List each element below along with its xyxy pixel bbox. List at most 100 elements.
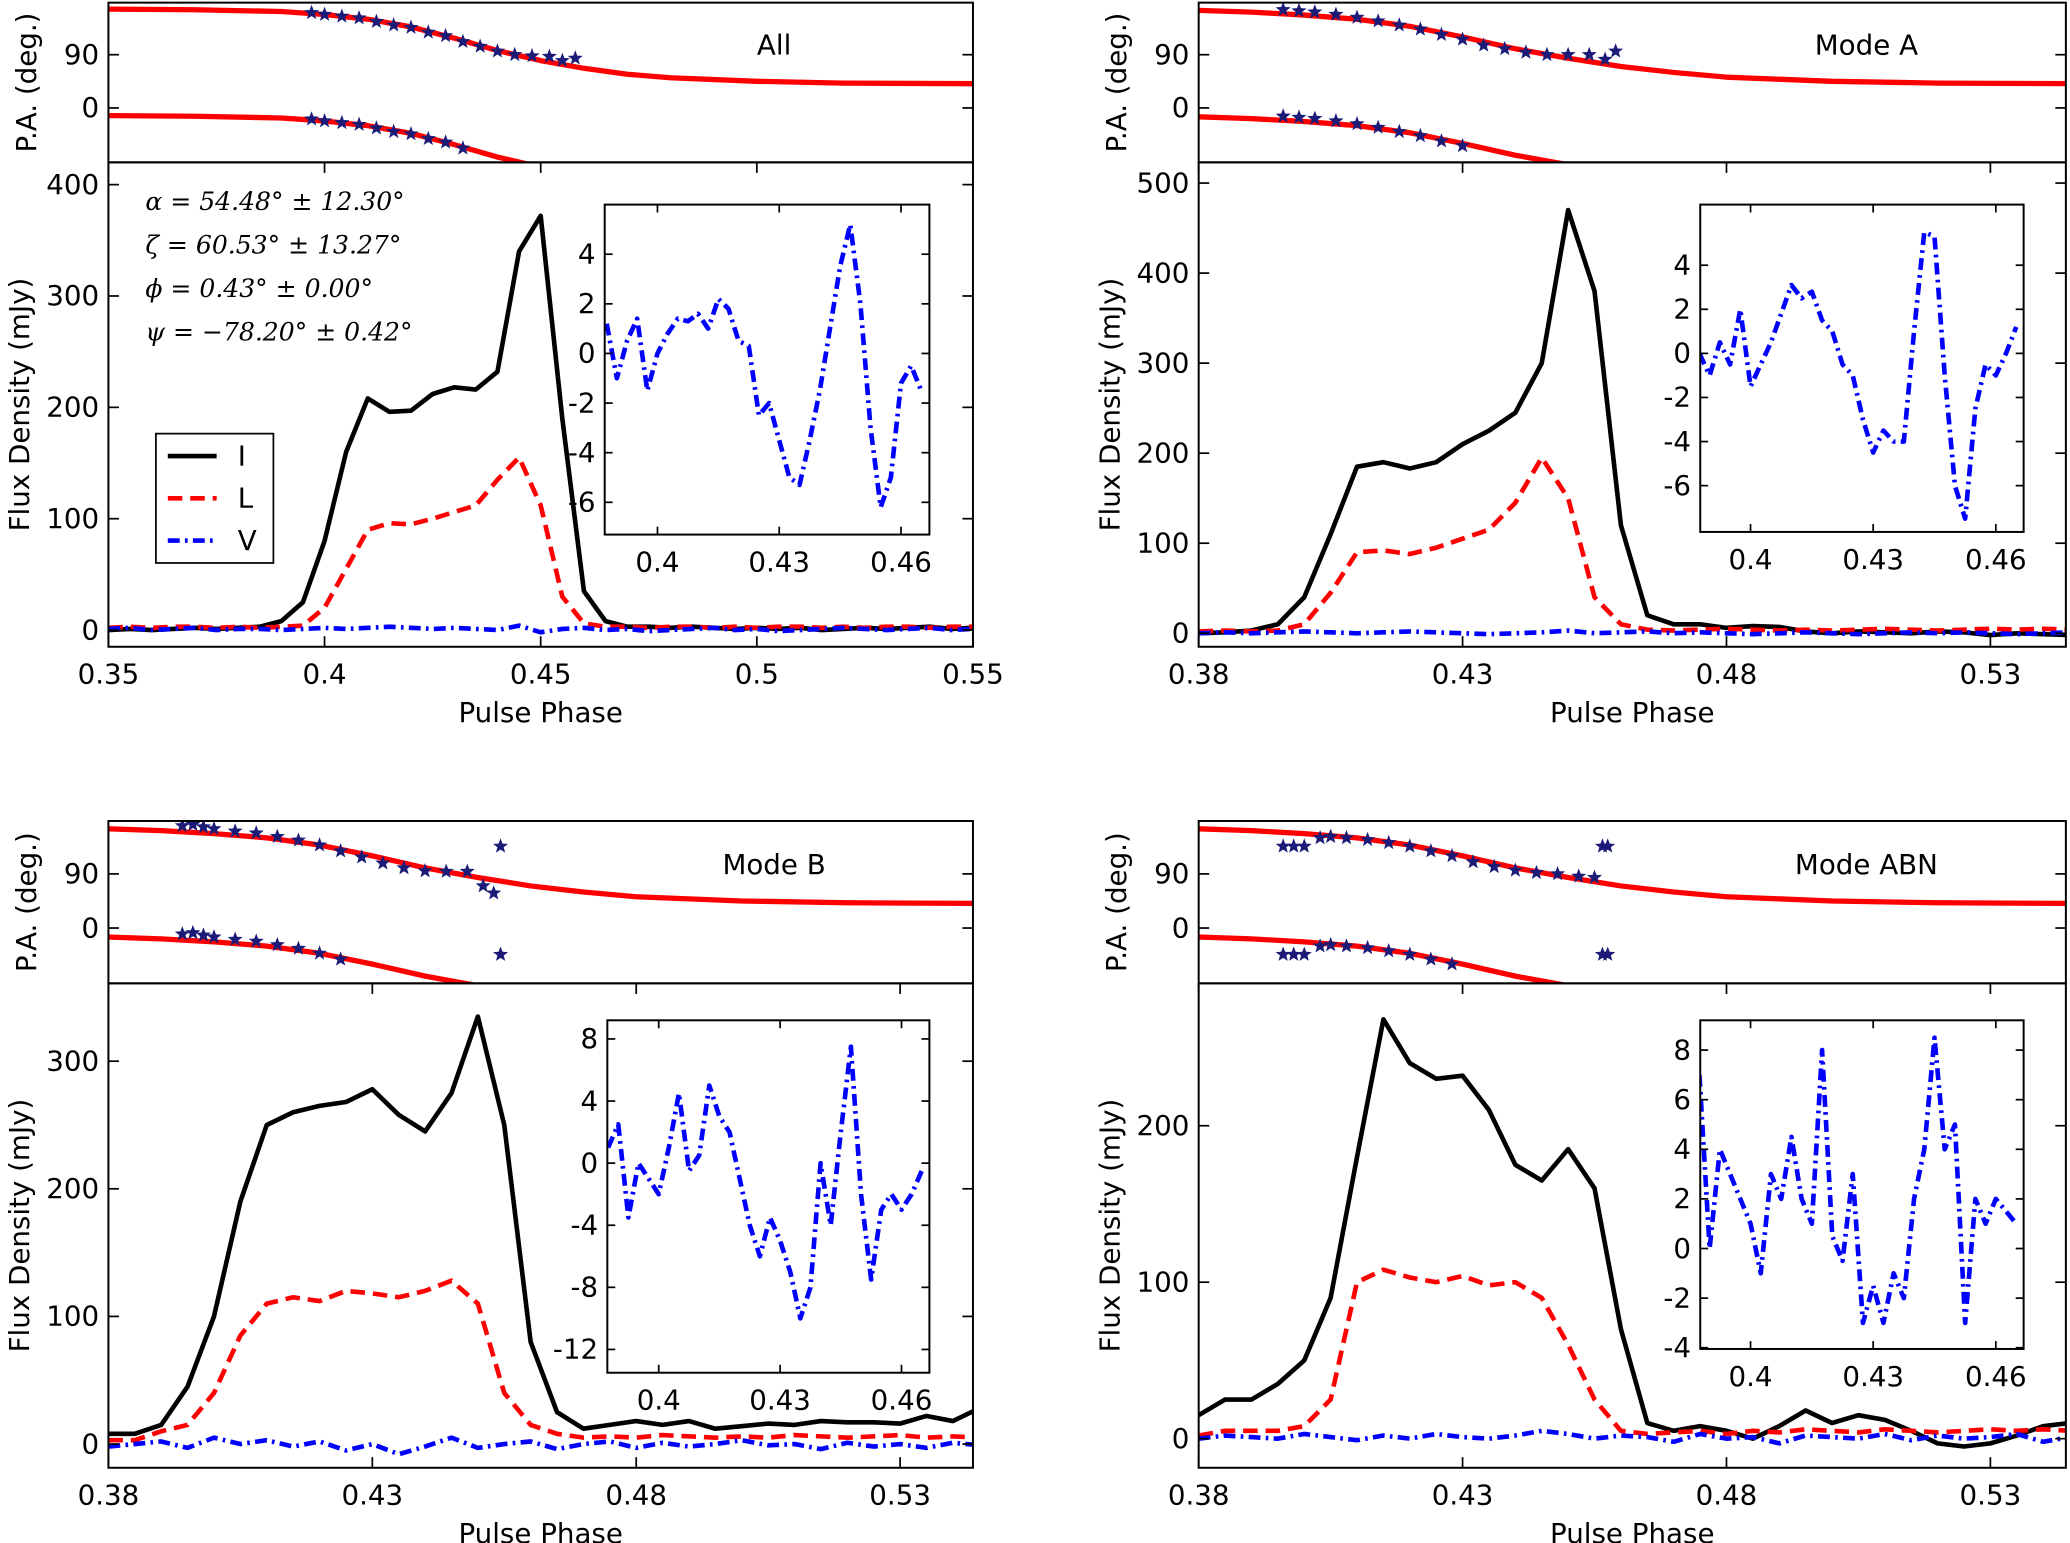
y-tick-label: -8 (570, 1271, 598, 1304)
x-tick-label: 0.43 (1842, 1360, 1904, 1393)
pa-point (1423, 843, 1439, 858)
y-tick-label: 100 (46, 1300, 99, 1333)
pa-point (174, 926, 190, 941)
y-tick-label: -6 (1663, 469, 1691, 502)
pa-point (195, 927, 211, 942)
profile-line (1198, 207, 2066, 638)
pa-point (311, 837, 328, 852)
profile-line (108, 1278, 973, 1443)
pa-point (269, 828, 285, 844)
pa-point (1296, 946, 1312, 961)
pa-point (554, 52, 570, 68)
fit-curve (1198, 826, 2066, 906)
fit-curve (108, 826, 973, 906)
x-tick-label: 0.53 (869, 1479, 931, 1512)
pa-point (1465, 853, 1481, 869)
plot-area (1198, 207, 2066, 638)
pa-point (1507, 862, 1523, 877)
pa-point (1370, 13, 1386, 28)
x-tick-label: 0.46 (871, 1384, 933, 1417)
pa-point (185, 820, 201, 832)
y-tick-label: -2 (568, 386, 596, 419)
y-tick-label: 90 (64, 38, 99, 71)
y-tick-label: 300 (46, 1044, 99, 1077)
axes-frame (606, 1019, 931, 1374)
y-tick-label: -2 (1663, 381, 1691, 414)
profile-line (604, 222, 924, 510)
y-tick-label: 4 (1673, 1133, 1691, 1166)
pa-point (1328, 112, 1344, 128)
pa-point (185, 924, 201, 940)
pa-point (493, 946, 509, 961)
plot-area (108, 213, 973, 635)
profile-line (108, 623, 973, 635)
y-tick-label: 4 (580, 1084, 598, 1117)
y-tick-label: 100 (46, 502, 99, 535)
pa-point (472, 38, 488, 53)
pa-point (1560, 46, 1576, 62)
axes: 0 90 P.A. (deg.) Mode A (1100, 1, 2067, 164)
pa-point (486, 885, 502, 900)
pa-point (396, 859, 412, 875)
y-tick-label: 0 (82, 911, 100, 944)
pa-point (541, 48, 557, 63)
plot-area (1198, 826, 2066, 984)
inset-axes: 0.4 0.43 0.46 -4 -2 0 2 4 6 8 (1663, 1019, 2027, 1393)
y-tick-label: 200 (1137, 1109, 1190, 1142)
pa-point (1286, 838, 1302, 853)
y-tick-label: 0 (580, 1146, 598, 1179)
pa-point (1391, 17, 1407, 32)
y-tick-label: -4 (1663, 1331, 1691, 1364)
pa-point (1307, 4, 1323, 19)
plot-area (108, 820, 973, 984)
y-tick-label: 0 (1673, 337, 1691, 370)
panel-label: Mode ABN (1795, 848, 1938, 881)
y-tick-label: 0 (82, 1427, 100, 1460)
x-axis-label: Pulse Phase (1550, 696, 1714, 729)
y-tick-label: 90 (1154, 38, 1189, 71)
x-tick-label: 0.38 (78, 1479, 140, 1512)
axes-frame (1197, 161, 2067, 648)
pa-point (1323, 828, 1339, 844)
y-axis-label: Flux Density (mJy) (1093, 278, 1126, 532)
pa-point (420, 130, 436, 146)
pa-point (1391, 123, 1407, 139)
x-axis-label: Pulse Phase (458, 1517, 622, 1543)
x-axis-label: Pulse Phase (458, 696, 622, 729)
pa-point (1597, 51, 1613, 66)
pa-point (524, 47, 540, 63)
pa-point (489, 43, 506, 58)
pa-point (475, 878, 491, 893)
pa-point (1381, 834, 1397, 850)
pa-point (1412, 21, 1428, 36)
pa-point (351, 116, 367, 131)
pa-point (1402, 946, 1418, 961)
pa-point (493, 838, 509, 853)
pa-point (1518, 44, 1534, 59)
pa-point (1349, 9, 1365, 24)
legend-label: L (238, 482, 254, 515)
pa-point (417, 862, 433, 878)
pa-point (1291, 109, 1307, 124)
pa-point (1312, 938, 1328, 953)
axes: 0.35 0.4 0.45 0.5 0.55 0 100 200 300 400 Pulse Pha… (3, 161, 1004, 729)
pa-point (290, 940, 307, 955)
pa-point (403, 19, 419, 34)
pa-point (420, 24, 436, 39)
pa-point (290, 832, 307, 847)
y-tick-label: 0 (1172, 617, 1190, 650)
pa-point (375, 855, 391, 870)
pa-point (1312, 829, 1328, 845)
x-tick-label: 0.48 (1696, 1479, 1758, 1512)
plot-area (108, 4, 973, 163)
pa-point (386, 123, 402, 139)
pa-point (334, 8, 350, 23)
pa-point (1581, 46, 1597, 62)
x-tick-label: 0.43 (1432, 658, 1494, 691)
pa-point (567, 50, 583, 65)
pa-point (455, 140, 471, 155)
x-tick-label: 0.53 (1960, 658, 2022, 691)
